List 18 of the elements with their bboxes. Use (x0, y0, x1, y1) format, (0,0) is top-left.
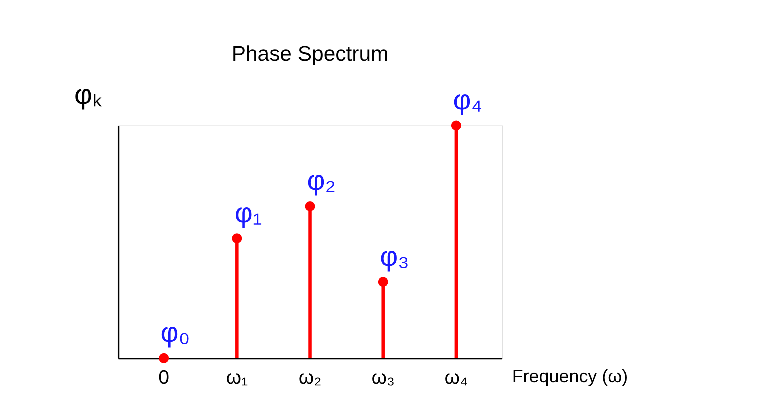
annotation: φ₁ (234, 197, 262, 228)
x-tick-label: 0 (158, 367, 170, 390)
annotation: φ₀ (160, 317, 190, 348)
annotation: φ₂ (307, 165, 336, 196)
point (378, 277, 388, 288)
point (451, 120, 462, 131)
point (159, 353, 170, 364)
x-tick-label: ω₄ (444, 367, 468, 390)
x-tick-label: ω₃ (372, 367, 395, 390)
x-tick-label: ω₂ (298, 367, 322, 390)
annotation: φ₄ (453, 84, 483, 116)
x-tick-label: ω₁ (226, 367, 248, 390)
chart-title: Phase Spectrum (232, 43, 389, 66)
x-axis-title: Frequency (ω) (512, 366, 628, 387)
point (305, 201, 316, 212)
point (232, 234, 242, 244)
annotation: φ₃ (380, 240, 410, 272)
y-axis-title: φₖ (74, 79, 102, 110)
